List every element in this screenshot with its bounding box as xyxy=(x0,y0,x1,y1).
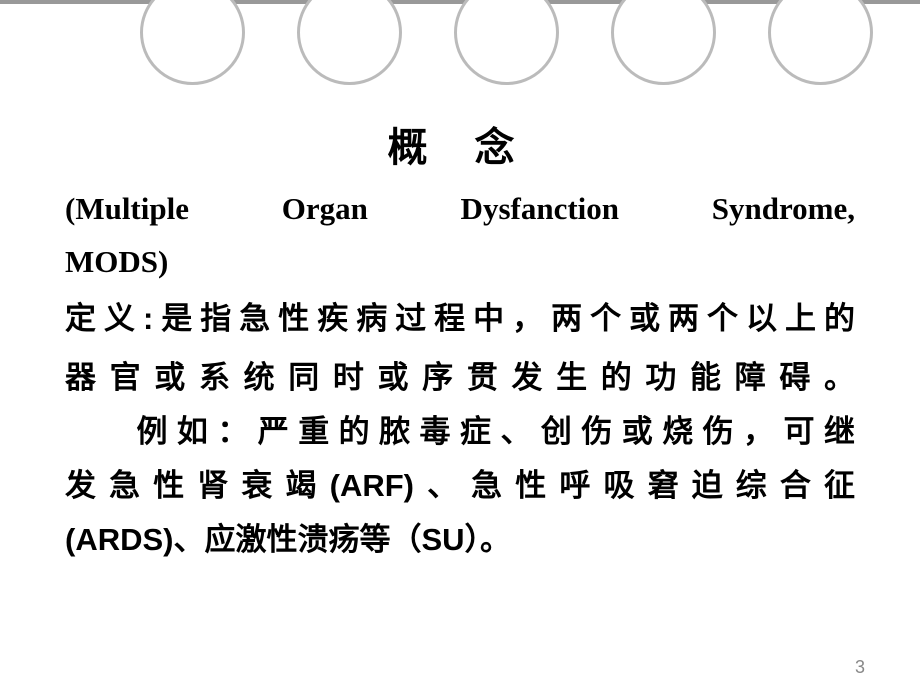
example-line3: (ARDS)、应激性溃疡等（SU）。 xyxy=(65,513,855,567)
example-line1: 例如：严重的脓毒症、创伤或烧伤，可继 xyxy=(65,405,855,459)
subtitle-line2: MODS) xyxy=(65,236,855,289)
example-line2: 发急性肾衰竭(ARF)、急性呼吸窘迫综合征 xyxy=(65,459,855,513)
circle-decoration xyxy=(768,0,873,85)
circle-decoration xyxy=(611,0,716,85)
subtitle-line1: (Multiple Organ Dysfanction Syndrome, xyxy=(65,183,855,236)
definition-line1: 定义:是指急性疾病过程中，两个或两个以上的 xyxy=(65,292,855,346)
page-number: 3 xyxy=(855,657,865,678)
circle-decoration xyxy=(140,0,245,85)
definition-line2: 器官或系统同时或序贯发生的功能障碍。 xyxy=(65,351,855,405)
circle-decoration xyxy=(454,0,559,85)
example-text-1: 例如：严重的脓毒症、创伤或烧伤，可继 xyxy=(127,414,855,449)
slide-title: 概 念 xyxy=(65,115,855,173)
decorative-circles xyxy=(140,0,873,85)
slide-content: 概 念 (Multiple Organ Dysfanction Syndrome… xyxy=(65,115,855,568)
circle-decoration xyxy=(297,0,402,85)
